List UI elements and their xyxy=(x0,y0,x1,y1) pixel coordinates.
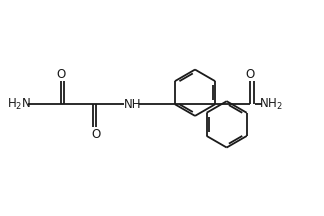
Text: O: O xyxy=(246,68,255,81)
Text: NH: NH xyxy=(124,98,141,111)
Text: H$_2$N: H$_2$N xyxy=(7,97,31,112)
Text: O: O xyxy=(56,68,65,81)
Text: NH$_2$: NH$_2$ xyxy=(260,97,283,112)
Text: O: O xyxy=(91,128,101,141)
